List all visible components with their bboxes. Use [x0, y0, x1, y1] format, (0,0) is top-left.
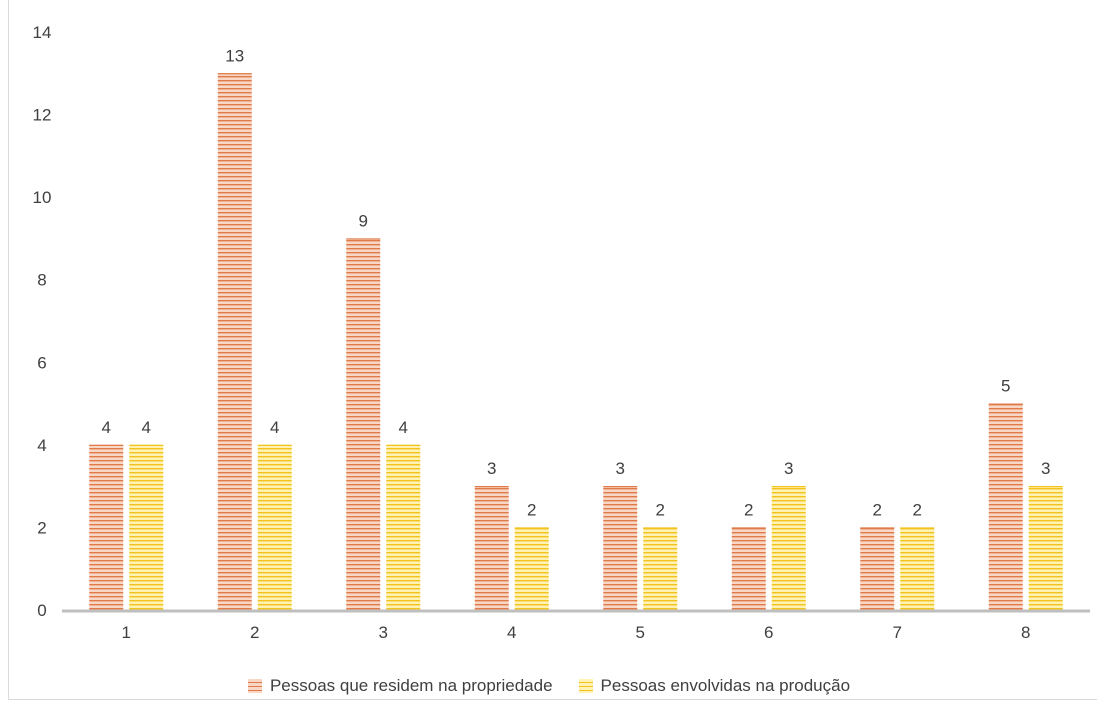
data-label: 4 — [142, 418, 151, 437]
bar-series-2-cat-4 — [514, 527, 549, 610]
x-tick-label: 1 — [122, 623, 131, 642]
bar-series-2-cat-5 — [643, 527, 678, 610]
bar-series-2-cat-2 — [257, 444, 292, 610]
data-label: 4 — [270, 418, 279, 437]
bar-series-2-cat-8 — [1028, 486, 1063, 610]
bar-series-1-cat-4 — [474, 486, 509, 610]
legend-swatch-residents — [247, 679, 262, 693]
x-tick-label: 5 — [636, 623, 645, 642]
data-label: 2 — [527, 500, 536, 519]
data-label: 3 — [784, 459, 793, 478]
y-tick-label: 10 — [33, 188, 52, 207]
y-tick-label: 4 — [37, 436, 46, 455]
legend-item-residents: Pessoas que residem na propriedade — [247, 676, 553, 696]
chart-area — [8, 0, 1097, 700]
x-tick-label: 7 — [893, 623, 902, 642]
bar-series-1-cat-5 — [603, 486, 638, 610]
y-axis: 0 2 4 6 8 10 12 14 — [33, 23, 52, 620]
x-axis: 1 2 3 4 5 6 7 8 — [62, 609, 1090, 642]
bar-series-1-cat-2 — [217, 73, 252, 611]
data-label: 4 — [399, 418, 408, 437]
y-tick-label: 0 — [37, 601, 46, 620]
bar-series-2-cat-7 — [900, 527, 935, 610]
bar-series-1-cat-7 — [860, 527, 895, 610]
legend-swatch-production — [578, 679, 593, 693]
data-label: 9 — [359, 211, 368, 230]
y-tick-label: 6 — [37, 353, 46, 372]
bar-series-1-cat-3 — [346, 238, 381, 610]
data-label: 2 — [656, 500, 665, 519]
x-tick-label: 3 — [379, 623, 388, 642]
data-label: 3 — [487, 459, 496, 478]
x-tick-label: 6 — [764, 623, 773, 642]
data-label: 3 — [1041, 459, 1050, 478]
bar-series-1-cat-6 — [731, 527, 766, 610]
data-label: 2 — [913, 500, 922, 519]
y-tick-label: 2 — [37, 518, 46, 537]
y-tick-label: 12 — [33, 106, 52, 125]
legend-label-production: Pessoas envolvidas na produção — [600, 676, 851, 695]
bar-series-2-cat-1 — [129, 444, 164, 610]
data-label: 2 — [744, 500, 753, 519]
y-tick-label: 8 — [37, 271, 46, 290]
data-label: 2 — [873, 500, 882, 519]
data-label: 3 — [616, 459, 625, 478]
legend: Pessoas que residem na propriedade Pesso… — [0, 676, 1098, 696]
x-tick-label: 8 — [1021, 623, 1030, 642]
x-tick-label: 2 — [250, 623, 259, 642]
legend-label-residents: Pessoas que residem na propriedade — [269, 676, 553, 695]
bar-series-2-cat-3 — [386, 444, 421, 610]
bars: 4 4 13 4 9 4 3 2 3 2 2 3 2 2 5 3 — [89, 46, 1063, 611]
legend-item-production: Pessoas envolvidas na produção — [578, 676, 851, 696]
data-label: 4 — [102, 418, 111, 437]
bar-series-1-cat-1 — [89, 444, 124, 610]
bar-series-2-cat-6 — [771, 486, 806, 610]
y-tick-label: 14 — [33, 23, 52, 42]
data-label: 13 — [225, 46, 244, 65]
data-label: 5 — [1001, 377, 1010, 396]
bar-series-1-cat-8 — [988, 403, 1023, 610]
x-tick-label: 4 — [507, 623, 516, 642]
